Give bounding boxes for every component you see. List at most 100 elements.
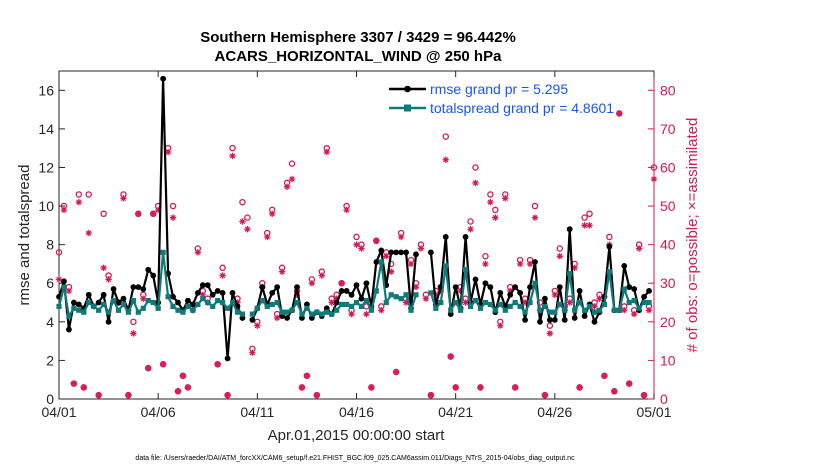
x-tick-label: 04/16 (339, 404, 374, 420)
obs-assimilated-marker (105, 276, 112, 283)
totalspread-point (289, 307, 295, 313)
rmse-point (452, 284, 459, 290)
totalspread-point (547, 309, 553, 315)
obs-assimilated-marker (611, 388, 618, 395)
obs-assimilated-marker (150, 210, 157, 217)
obs-possible-marker (75, 191, 83, 198)
obs-possible-marker (130, 318, 137, 326)
rmse-point (373, 259, 380, 265)
obs-assimilated-marker (303, 372, 311, 380)
obs-assimilated-marker (348, 310, 355, 318)
right-tick-label: 20 (660, 314, 676, 330)
obs-assimilated-marker (487, 199, 494, 206)
obs-assimilated-marker (323, 148, 330, 156)
totalspread-point (165, 294, 171, 300)
obs-assimilated-marker (546, 330, 554, 337)
obs-assimilated-marker (249, 349, 256, 356)
totalspread-point (155, 305, 161, 311)
rmse-point (209, 291, 216, 298)
totalspread-point (81, 309, 87, 315)
totalspread-point (170, 303, 176, 309)
totalspread-point (329, 311, 335, 317)
totalspread-point (125, 309, 132, 315)
rmse-point (581, 313, 588, 319)
rmse-point (546, 316, 553, 323)
rmse-point (527, 284, 533, 290)
rmse-point (70, 299, 77, 306)
totalspread-point (185, 303, 191, 309)
obs-assimilated-marker (467, 226, 474, 233)
obs-assimilated-marker (130, 330, 137, 337)
obs-assimilated-marker (640, 391, 648, 399)
rmse-point (348, 291, 355, 298)
y-tick-label: 16 (38, 82, 54, 98)
rmse-point (517, 289, 524, 296)
obs-assimilated-marker (392, 368, 400, 376)
rmse-point (61, 278, 67, 285)
totalspread-point (567, 270, 573, 277)
obs-assimilated-marker (313, 391, 321, 399)
totalspread-point (180, 309, 186, 315)
totalspread-point (572, 307, 578, 313)
x-tick-label: 04/11 (240, 404, 274, 420)
right-tick-label: 0 (660, 391, 668, 407)
obs-possible-marker (244, 214, 251, 221)
totalspread-point (110, 298, 117, 304)
rmse-point (214, 288, 221, 294)
obs-assimilated-marker (601, 372, 608, 380)
obs-possible-marker (219, 264, 226, 272)
rmse-point (358, 295, 365, 302)
rmse-point (462, 234, 469, 240)
totalspread-point (646, 299, 652, 306)
obs-assimilated-marker (353, 241, 360, 248)
right-tick-label: 10 (660, 352, 676, 368)
totalspread-point (502, 307, 508, 313)
totalspread-point (220, 299, 226, 306)
obs-assimilated-marker (507, 287, 514, 295)
obs-assimilated-marker (120, 195, 127, 202)
x-axis: 04/01 04/06 04/11 04/16 04/21 04/26 05/01 (41, 71, 672, 420)
x-tick-label: 04/01 (41, 404, 76, 420)
totalspread-point (487, 301, 493, 308)
obs-assimilated-marker (293, 291, 301, 299)
obs-assimilated-marker (497, 322, 504, 329)
rmse-point (294, 284, 300, 290)
totalspread-point (428, 290, 434, 296)
obs-assimilated-marker (630, 310, 638, 318)
rmse-point (353, 282, 360, 289)
rmse-point (185, 297, 191, 304)
totalspread-point (448, 307, 454, 313)
rmse-point (497, 289, 504, 296)
obs-assimilated-marker (626, 380, 633, 387)
totalspread-point (190, 307, 196, 313)
totalspread-point (254, 305, 260, 311)
obs-possible-marker (492, 206, 499, 214)
obs-assimilated-marker (60, 206, 68, 214)
totalspread-point (299, 311, 305, 317)
obs-assimilated-marker (407, 260, 415, 268)
totalspread-point (517, 303, 523, 309)
right-tick-label: 80 (660, 82, 676, 98)
right-tick-label: 40 (660, 237, 676, 253)
obs-possible-marker (650, 164, 658, 171)
obs-possible-marker (239, 198, 246, 206)
rmse-point (199, 282, 206, 289)
obs-assimilated-marker (135, 210, 142, 217)
totalspread-point (388, 292, 394, 298)
totalspread-point (636, 305, 642, 311)
totalspread-point (368, 307, 374, 313)
totalspread-point (373, 288, 379, 294)
totalspread-point (527, 299, 533, 306)
totalspread-point (160, 249, 166, 255)
totalspread-point (105, 309, 112, 315)
rmse-point (224, 355, 231, 362)
obs-assimilated-marker (427, 391, 435, 399)
rmse-point (66, 326, 72, 333)
totalspread-point (150, 299, 156, 306)
obs-assimilated-marker (100, 264, 107, 271)
totalspread-point (294, 299, 300, 306)
obs-possible-marker (556, 245, 564, 252)
totalspread-point (274, 299, 280, 306)
obs-assimilated-marker (199, 291, 206, 299)
rmse-point (591, 318, 598, 325)
